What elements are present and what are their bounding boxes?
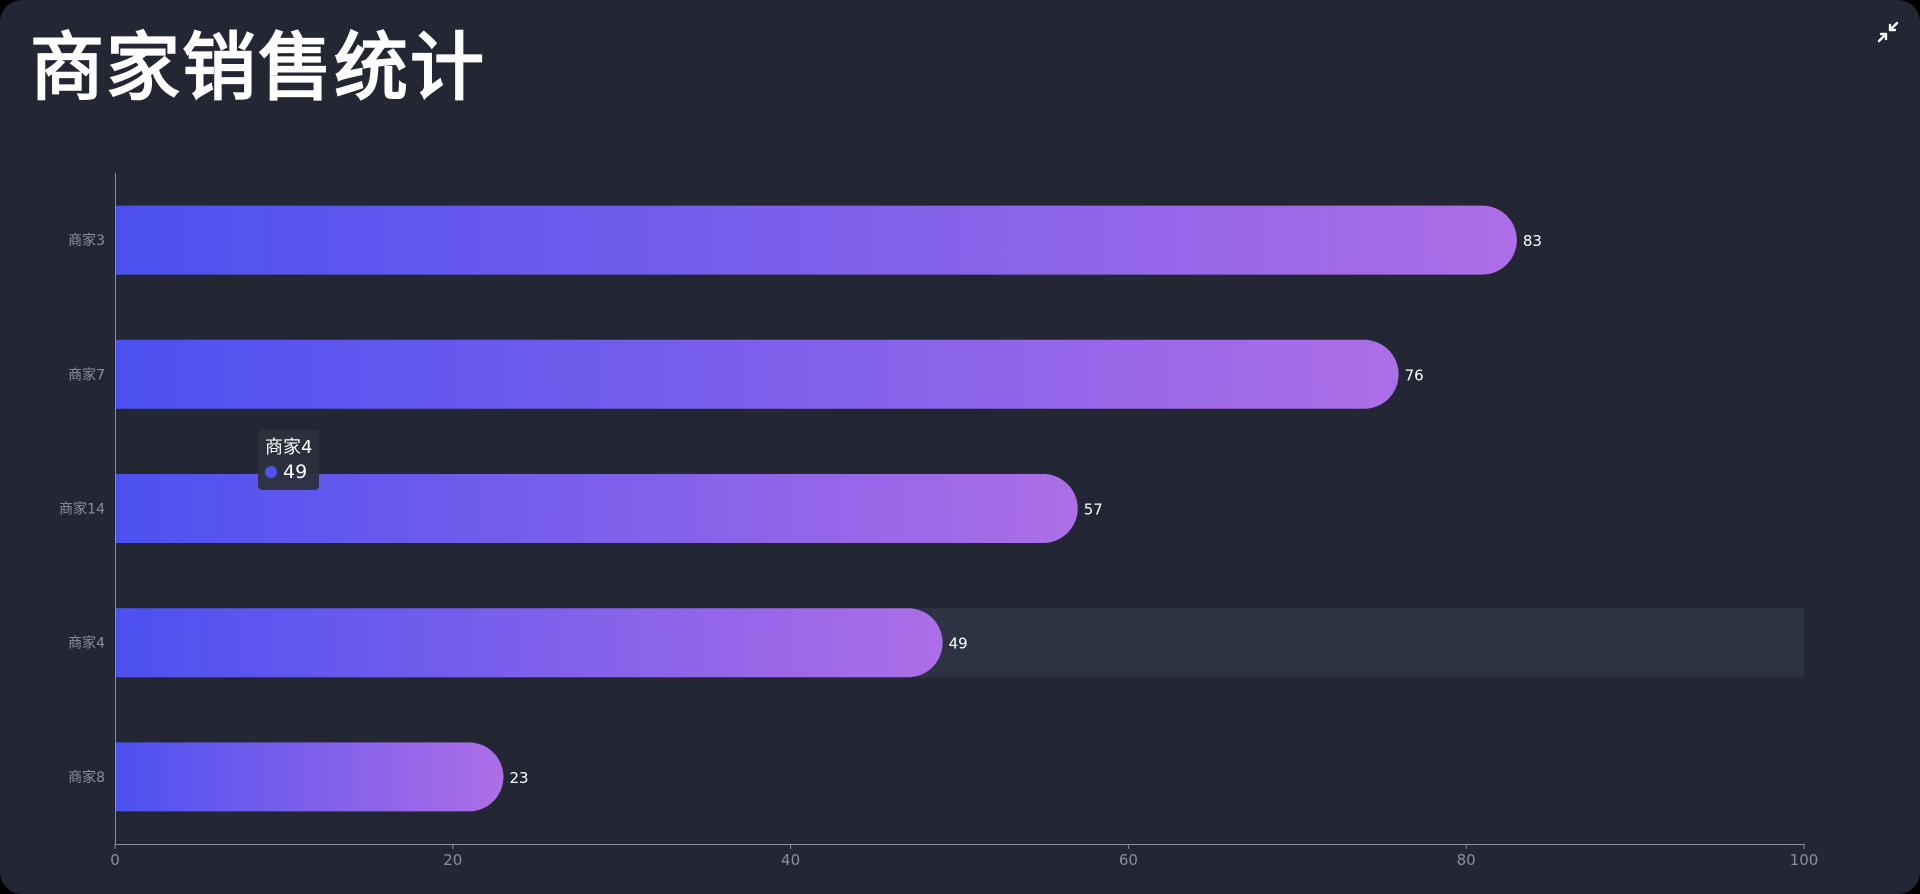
data-label: 49 [949,635,968,653]
data-label: 83 [1523,232,1542,250]
x-tick-label: 40 [781,851,800,869]
bar[interactable] [115,205,1517,275]
data-label: 23 [509,769,528,787]
x-tick-label: 60 [1119,851,1138,869]
tooltip-value: 49 [283,461,308,483]
x-tick-label: 100 [1790,851,1819,869]
fullscreen-exit-button[interactable] [1876,20,1900,44]
page-title: 商家销售统计 [30,25,486,111]
x-tick-label: 20 [443,851,462,869]
tooltip-series-dot [265,466,277,478]
bar[interactable] [115,608,943,678]
data-label: 57 [1084,501,1103,519]
x-tick-label: 80 [1457,851,1476,869]
category-label: 商家8 [68,769,105,786]
category-label: 商家3 [68,232,105,249]
tooltip-name: 商家4 [265,437,313,458]
bar[interactable] [115,474,1078,543]
compress-arrows-icon [1877,21,1899,43]
bar[interactable] [115,742,504,812]
data-label: 76 [1405,366,1424,384]
category-label: 商家14 [59,501,105,518]
category-label: 商家4 [68,635,105,652]
tooltip: 商家4 49 [258,430,320,490]
bar[interactable] [115,339,1399,409]
x-tick-label: 0 [110,851,120,869]
category-label: 商家7 [68,366,105,383]
